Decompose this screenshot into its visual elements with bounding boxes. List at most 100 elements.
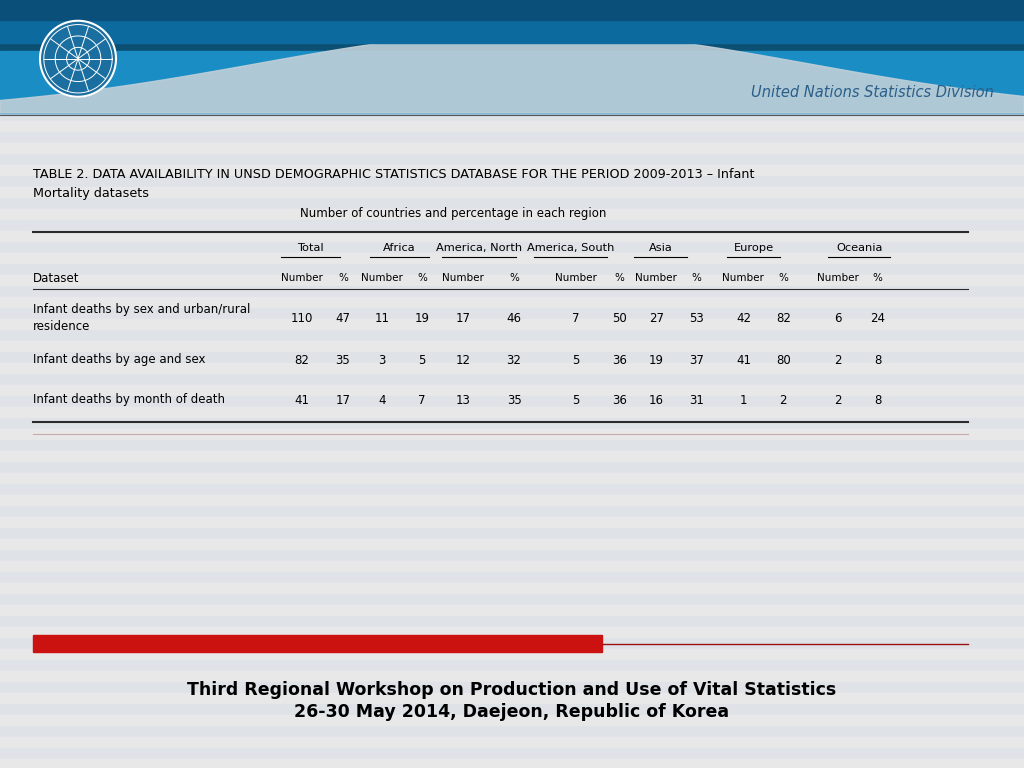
Bar xyxy=(0,616,1024,627)
Bar xyxy=(0,693,1024,704)
Bar xyxy=(0,308,1024,319)
Text: %: % xyxy=(417,273,427,283)
Text: 36: 36 xyxy=(612,353,627,366)
Bar xyxy=(0,506,1024,517)
Bar xyxy=(0,319,1024,330)
Text: 80: 80 xyxy=(776,353,791,366)
Bar xyxy=(0,286,1024,297)
Bar xyxy=(0,550,1024,561)
Text: 35: 35 xyxy=(336,353,350,366)
Bar xyxy=(0,583,1024,594)
Bar xyxy=(0,110,1024,121)
Bar xyxy=(0,77,1024,88)
Text: 12: 12 xyxy=(456,353,470,366)
Bar xyxy=(0,253,1024,264)
Text: 8: 8 xyxy=(873,353,882,366)
Bar xyxy=(0,363,1024,374)
Text: Oceania: Oceania xyxy=(836,243,883,253)
Bar xyxy=(0,242,1024,253)
Bar xyxy=(0,0,1024,113)
Bar xyxy=(0,396,1024,407)
Bar xyxy=(0,385,1024,396)
Bar xyxy=(0,220,1024,231)
Bar xyxy=(0,660,1024,671)
Bar xyxy=(0,297,1024,308)
Text: Number: Number xyxy=(723,273,764,283)
Text: Total: Total xyxy=(297,243,324,253)
Bar xyxy=(0,55,1024,66)
Text: 27: 27 xyxy=(649,312,664,325)
Bar xyxy=(0,374,1024,385)
Text: residence: residence xyxy=(33,319,90,333)
Bar xyxy=(0,495,1024,506)
Text: %: % xyxy=(691,273,701,283)
Bar xyxy=(0,682,1024,693)
Bar xyxy=(0,528,1024,539)
Bar xyxy=(0,121,1024,132)
Bar xyxy=(0,231,1024,242)
Text: 8: 8 xyxy=(873,393,882,406)
Text: 82: 82 xyxy=(776,312,791,325)
Text: %: % xyxy=(872,273,883,283)
Bar xyxy=(0,638,1024,649)
Bar xyxy=(0,99,1024,110)
Text: 36: 36 xyxy=(612,393,627,406)
Bar xyxy=(0,704,1024,715)
Bar xyxy=(0,352,1024,363)
Bar xyxy=(0,539,1024,550)
Bar xyxy=(0,517,1024,528)
Text: 5: 5 xyxy=(418,353,426,366)
Text: 11: 11 xyxy=(375,312,389,325)
Text: Number: Number xyxy=(361,273,402,283)
Text: 31: 31 xyxy=(689,393,703,406)
Text: America, South: America, South xyxy=(526,243,614,253)
Bar xyxy=(0,759,1024,768)
Text: TABLE 2. DATA AVAILABILITY IN UNSD DEMOGRAPHIC STATISTICS DATABASE FOR THE PERIO: TABLE 2. DATA AVAILABILITY IN UNSD DEMOG… xyxy=(33,168,755,181)
Text: Mortality datasets: Mortality datasets xyxy=(33,187,150,200)
Text: 13: 13 xyxy=(456,393,470,406)
Text: Asia: Asia xyxy=(648,243,673,253)
Text: Africa: Africa xyxy=(383,243,416,253)
Text: Third Regional Workshop on Production and Use of Vital Statistics: Third Regional Workshop on Production an… xyxy=(187,681,837,699)
Bar xyxy=(0,594,1024,605)
Bar xyxy=(0,451,1024,462)
Text: Number: Number xyxy=(817,273,858,283)
Bar xyxy=(0,44,1024,55)
Text: Infant deaths by sex and urban/rural: Infant deaths by sex and urban/rural xyxy=(33,303,251,316)
Text: 47: 47 xyxy=(336,312,350,325)
Text: 82: 82 xyxy=(295,353,309,366)
Text: 35: 35 xyxy=(507,393,521,406)
Bar xyxy=(0,275,1024,286)
Bar xyxy=(0,198,1024,209)
Bar xyxy=(0,572,1024,583)
Text: 24: 24 xyxy=(870,312,885,325)
Bar xyxy=(0,440,1024,451)
Text: Infant deaths by age and sex: Infant deaths by age and sex xyxy=(33,353,206,366)
Polygon shape xyxy=(40,21,116,97)
Bar xyxy=(0,462,1024,473)
Bar xyxy=(0,33,1024,44)
Text: 53: 53 xyxy=(689,312,703,325)
Text: 50: 50 xyxy=(612,312,627,325)
Bar xyxy=(0,165,1024,176)
Text: Number: Number xyxy=(555,273,596,283)
Bar xyxy=(0,429,1024,440)
Bar xyxy=(0,561,1024,572)
Text: Infant deaths by month of death: Infant deaths by month of death xyxy=(33,393,225,406)
Bar xyxy=(0,154,1024,165)
Text: Number: Number xyxy=(442,273,483,283)
Text: 2: 2 xyxy=(779,393,787,406)
Text: 41: 41 xyxy=(736,353,751,366)
Bar xyxy=(0,88,1024,99)
Text: America, North: America, North xyxy=(436,243,522,253)
Bar xyxy=(0,473,1024,484)
Bar xyxy=(0,0,1024,20)
Text: 110: 110 xyxy=(291,312,313,325)
Text: Europe: Europe xyxy=(733,243,774,253)
Bar xyxy=(0,176,1024,187)
Text: 37: 37 xyxy=(689,353,703,366)
Text: 42: 42 xyxy=(736,312,751,325)
Bar xyxy=(33,635,602,652)
Text: 46: 46 xyxy=(507,312,521,325)
Bar xyxy=(0,0,1024,51)
